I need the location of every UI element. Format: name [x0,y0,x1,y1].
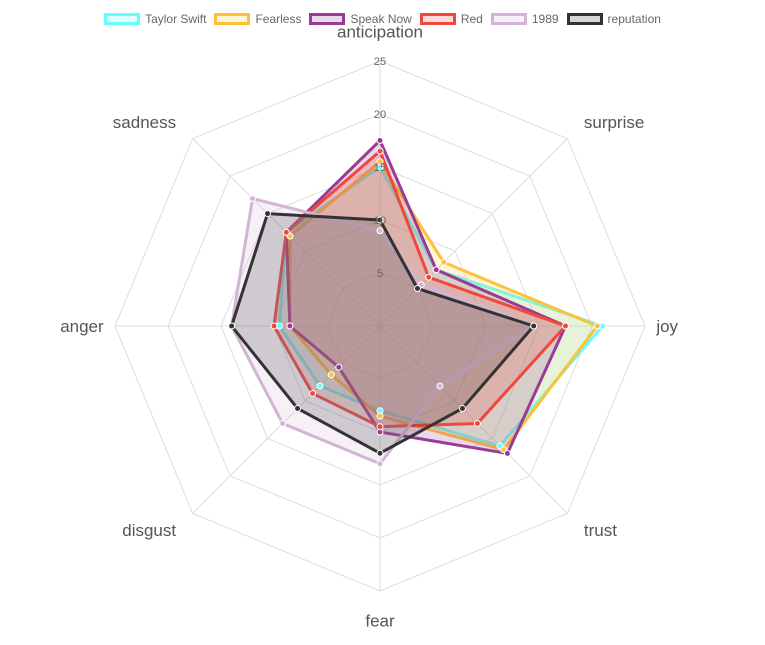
legend-item[interactable]: Taylor Swift [104,12,206,26]
data-point [413,285,421,293]
data-point [376,449,384,457]
data-point [503,449,511,457]
axis-label: joy [655,317,678,336]
legend-swatch [490,13,527,25]
legend-swatch [104,13,141,25]
data-point [562,322,569,330]
data-point [440,258,448,266]
data-point [228,322,236,330]
legend-item[interactable]: Fearless [214,12,301,26]
data-point [279,419,287,427]
axis-label: anticipation [337,23,423,42]
legend-swatch [309,13,346,25]
tick-label: 10 [374,215,386,227]
axis-label: fear [365,611,395,630]
axis-labels: anticipation surprise joy trust fear disgust a… [60,23,678,631]
legend-label: Taylor Swift [145,12,207,26]
legend-label: reputation [607,12,661,26]
legend-item[interactable]: reputation [566,12,661,26]
data-point [376,137,384,144]
axis-label: surprise [584,113,644,132]
axis-spoke [192,325,381,514]
tick-labels: 5 10 15 20 25 [374,56,386,280]
axis-spoke [379,138,568,327]
axis-spoke [379,325,568,514]
legend-label: Fearless [255,12,302,26]
tick-label: 5 [377,268,383,280]
data-point [376,147,384,155]
axis-label: trust [584,521,617,540]
data-point [376,423,384,431]
axis-label: sadness [113,113,176,132]
tick-label: 15 [374,162,386,174]
legend-swatch [214,13,251,25]
data-point [376,227,384,235]
data-point [458,404,466,412]
data-point [327,371,335,379]
data-point [530,322,538,330]
data-point [335,363,343,371]
data-point [593,322,601,330]
tick-label: 20 [374,109,386,121]
legend-swatch [419,13,456,25]
axis-label: disgust [122,521,176,540]
data-point [376,412,384,420]
legend-label: Red [460,12,483,26]
data-point [425,273,433,281]
data-point [376,460,384,468]
data-point [270,322,278,330]
legend: Taylor Swift Fearless Speak Now Red 1989 repu… [0,12,765,26]
data-point [294,404,302,412]
series-layer [228,137,607,468]
legend-item[interactable]: Red [419,12,483,26]
data-point [432,266,440,274]
data-point [436,382,444,390]
data-point [249,195,257,203]
data-point [316,382,324,390]
data-point [286,322,294,330]
data-point [376,216,384,224]
legend-item[interactable]: 1989 [490,12,559,26]
legend-swatch [566,13,603,25]
data-point [264,210,272,218]
axis-label: anger [60,317,104,336]
legend-label: 1989 [531,12,559,26]
legend-label: Speak Now [350,12,412,26]
tick-label: 25 [374,56,386,68]
legend-item[interactable]: Speak Now [309,12,412,26]
data-point [376,158,384,166]
data-point [309,389,317,397]
data-point [282,228,290,236]
data-point [473,419,481,427]
